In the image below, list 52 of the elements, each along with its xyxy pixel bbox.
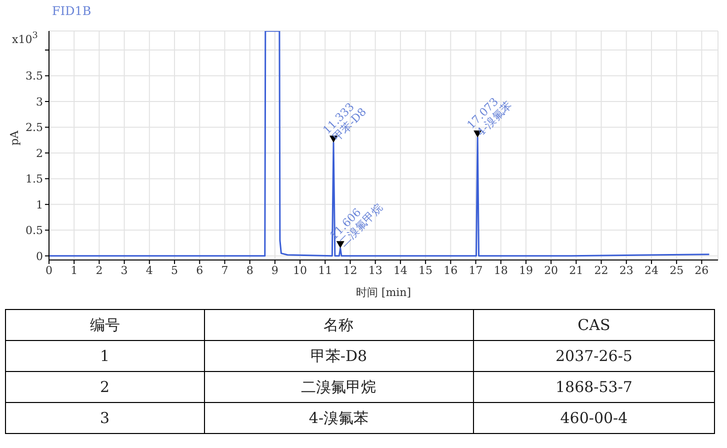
category-label: CAS <box>473 310 714 340</box>
x-tick-label: 17 <box>468 264 483 277</box>
x-tick-label: 10 <box>293 264 308 277</box>
text: 3 <box>6 402 204 434</box>
x-tick-label: 12 <box>343 264 358 277</box>
x-tick-label: 8 <box>246 264 254 277</box>
x-tick-label: 14 <box>393 264 408 277</box>
x-tick-label: 6 <box>196 264 204 277</box>
x-tick-label: 11 <box>318 264 332 277</box>
x-tick-label: 9 <box>271 264 278 277</box>
x-tick-label: 24 <box>644 264 658 277</box>
x-tick-label: 25 <box>670 264 684 277</box>
y-tick-label: 1 <box>36 198 43 212</box>
x-tick-label: 15 <box>418 264 433 277</box>
y-tick-label: 2.5 <box>26 121 43 134</box>
text: 1 <box>6 340 204 372</box>
category-label: 编号 <box>6 310 204 340</box>
x-tick-label: 21 <box>569 264 584 277</box>
chart-title: FID1B <box>52 4 92 18</box>
x-tick-label: 23 <box>619 264 634 277</box>
y-tick-label: 3 <box>36 95 43 108</box>
x-axis-title: 时间 [min] <box>356 286 412 299</box>
text: 2 <box>6 372 204 402</box>
x-tick-label: 13 <box>368 264 382 277</box>
text: 4-溴氟苯 <box>204 402 474 434</box>
x-tick-label: 19 <box>518 264 533 277</box>
x-tick-label: 26 <box>694 264 709 277</box>
x-tick-label: 16 <box>444 264 458 277</box>
y-tick-label: 2 <box>36 146 43 160</box>
x-tick-label: 0 <box>46 264 52 277</box>
x-tick-label: 20 <box>544 264 558 277</box>
x-tick-label: 7 <box>221 264 228 277</box>
x-tick-label: 2 <box>96 264 103 277</box>
x-tick-label: 4 <box>146 264 153 277</box>
y-tick-label: 0.5 <box>26 224 43 238</box>
x-tick-label: 3 <box>120 264 128 277</box>
text: 二溴氟甲烷 <box>204 372 474 402</box>
text: x10$^{3}$ <box>12 31 38 46</box>
text: 甲苯-D8 <box>204 340 474 372</box>
y-tick-label: 0 <box>36 250 43 263</box>
text: 460-00-4 <box>473 402 714 434</box>
y-tick-label: 3.5 <box>26 70 43 83</box>
x-tick-label: 18 <box>494 264 508 277</box>
y-axis-title: pA <box>8 129 21 146</box>
text: 1868-53-7 <box>473 372 714 402</box>
x-tick-label: 22 <box>594 264 608 277</box>
category-label: 名称 <box>204 310 474 340</box>
y-tick-label: 1.5 <box>26 172 43 186</box>
x-tick-label: 5 <box>171 264 178 277</box>
x-tick-label: 1 <box>70 264 78 277</box>
text: 2037-26-5 <box>473 340 714 372</box>
line-series <box>49 31 710 257</box>
